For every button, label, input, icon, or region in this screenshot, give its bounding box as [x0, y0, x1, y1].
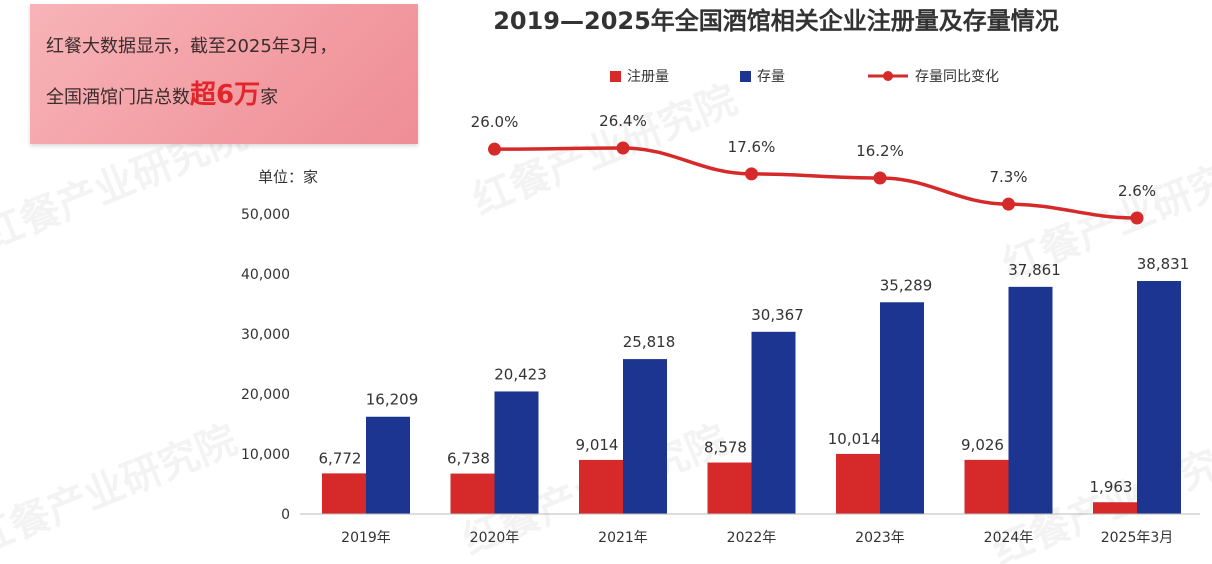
- bar-stock: [623, 359, 667, 514]
- yoy-point: [745, 167, 758, 181]
- data-label-registrations: 6,772: [319, 449, 362, 467]
- x-tick-label: 2025年3月: [1101, 530, 1174, 546]
- legend-label-stock: 存量: [757, 69, 785, 85]
- callout-box: 红餐大数据显示，截至2025年3月， 全国酒馆门店总数超6万家: [30, 4, 418, 144]
- y-tick-label: 20,000: [241, 387, 290, 403]
- x-tick-label: 2024年: [984, 530, 1034, 546]
- callout-line-2: 全国酒馆门店总数超6万家: [46, 82, 418, 111]
- yoy-point: [1002, 197, 1015, 211]
- callout-line-1: 红餐大数据显示，截至2025年3月，: [46, 36, 338, 57]
- watermark-text: 红餐产业研究院: [0, 417, 243, 564]
- bar-registrations: [707, 462, 752, 514]
- legend-swatch-stock: [740, 71, 751, 82]
- callout-highlight: 超6万: [190, 80, 261, 110]
- data-label-stock: 20,423: [494, 365, 547, 383]
- bar-stock: [494, 391, 539, 514]
- y-tick-label: 10,000: [241, 447, 290, 463]
- data-label-stock: 30,367: [751, 306, 804, 324]
- bar-stock: [751, 331, 796, 514]
- data-label-stock: 35,289: [880, 276, 933, 294]
- data-label-registrations: 9,026: [961, 436, 1004, 454]
- yoy-point: [616, 141, 630, 155]
- data-label-registrations: 1,963: [1090, 478, 1133, 496]
- data-label-stock: 38,831: [1137, 255, 1190, 273]
- yoy-line: [494, 146, 1138, 220]
- data-label-registrations: 8,578: [704, 439, 747, 457]
- legend-label-registrations: 注册量: [627, 69, 669, 85]
- legend-swatch-registrations: [610, 71, 621, 82]
- bar-stock: [1137, 281, 1181, 514]
- y-tick-label: 40,000: [241, 267, 290, 283]
- data-label-stock: 16,209: [366, 391, 419, 409]
- bar-registrations: [836, 453, 880, 514]
- y-tick-label: 30,000: [241, 327, 290, 343]
- yoy-data-label: 16.2%: [856, 142, 904, 160]
- yoy-point: [1130, 211, 1144, 225]
- x-tick-label: 2023年: [855, 530, 905, 546]
- yoy-point: [873, 171, 887, 185]
- bar-stock: [366, 416, 410, 514]
- legend-marker-yoy: [883, 71, 893, 81]
- x-tick-label: 2019年: [341, 530, 391, 546]
- data-label-registrations: 9,014: [576, 436, 619, 454]
- bar-registrations: [450, 473, 495, 514]
- y-axis: 0 10,000 20,000 30,000 40,000 50,000: [241, 207, 290, 523]
- legend-label-yoy: 存量同比变化: [915, 69, 999, 85]
- x-tick-label: 2020年: [470, 530, 520, 546]
- x-tick-label: 2022年: [727, 530, 777, 546]
- bar-registrations: [964, 459, 1009, 514]
- callout-line-2-prefix: 全国酒馆门店总数: [46, 87, 190, 108]
- data-label-stock: 25,818: [623, 333, 676, 351]
- y-tick-label: 50,000: [241, 207, 290, 223]
- chart-title: 2019—2025年全国酒馆相关企业注册量及存量情况: [493, 7, 1059, 35]
- yoy-point: [488, 142, 501, 156]
- yoy-data-label: 7.3%: [989, 168, 1027, 186]
- yoy-line-series: 26.0% 26.4% 17.6% 16.2% 7.3% 2.6%: [471, 112, 1156, 225]
- yoy-data-label: 26.0%: [471, 113, 519, 131]
- bar-registrations: [579, 459, 623, 514]
- bar-stock: [1008, 286, 1053, 514]
- legend: 注册量 存量 存量同比变化: [610, 69, 999, 85]
- unit-label: 单位：家: [258, 168, 318, 186]
- yoy-data-label: 17.6%: [728, 138, 776, 156]
- bar-registrations: [1093, 502, 1137, 514]
- callout-line-2-suffix: 家: [260, 87, 279, 108]
- data-label-registrations: 10,014: [828, 430, 881, 448]
- data-label-registrations: 6,738: [447, 450, 490, 468]
- yoy-data-label: 2.6%: [1118, 182, 1156, 200]
- data-label-stock: 37,861: [1008, 261, 1061, 279]
- yoy-data-label: 26.4%: [599, 112, 647, 130]
- y-tick-label: 0: [281, 507, 290, 523]
- bar-series: 6,772 16,209 6,738 20,423 9,014 25,818 8,578 30…: [319, 255, 1190, 514]
- x-tick-label: 2021年: [598, 530, 648, 546]
- x-axis: 2019年 2020年 2021年 2022年 2023年 2024年 2025年3月: [300, 513, 1200, 546]
- bar-stock: [880, 302, 924, 514]
- bar-registrations: [322, 473, 366, 514]
